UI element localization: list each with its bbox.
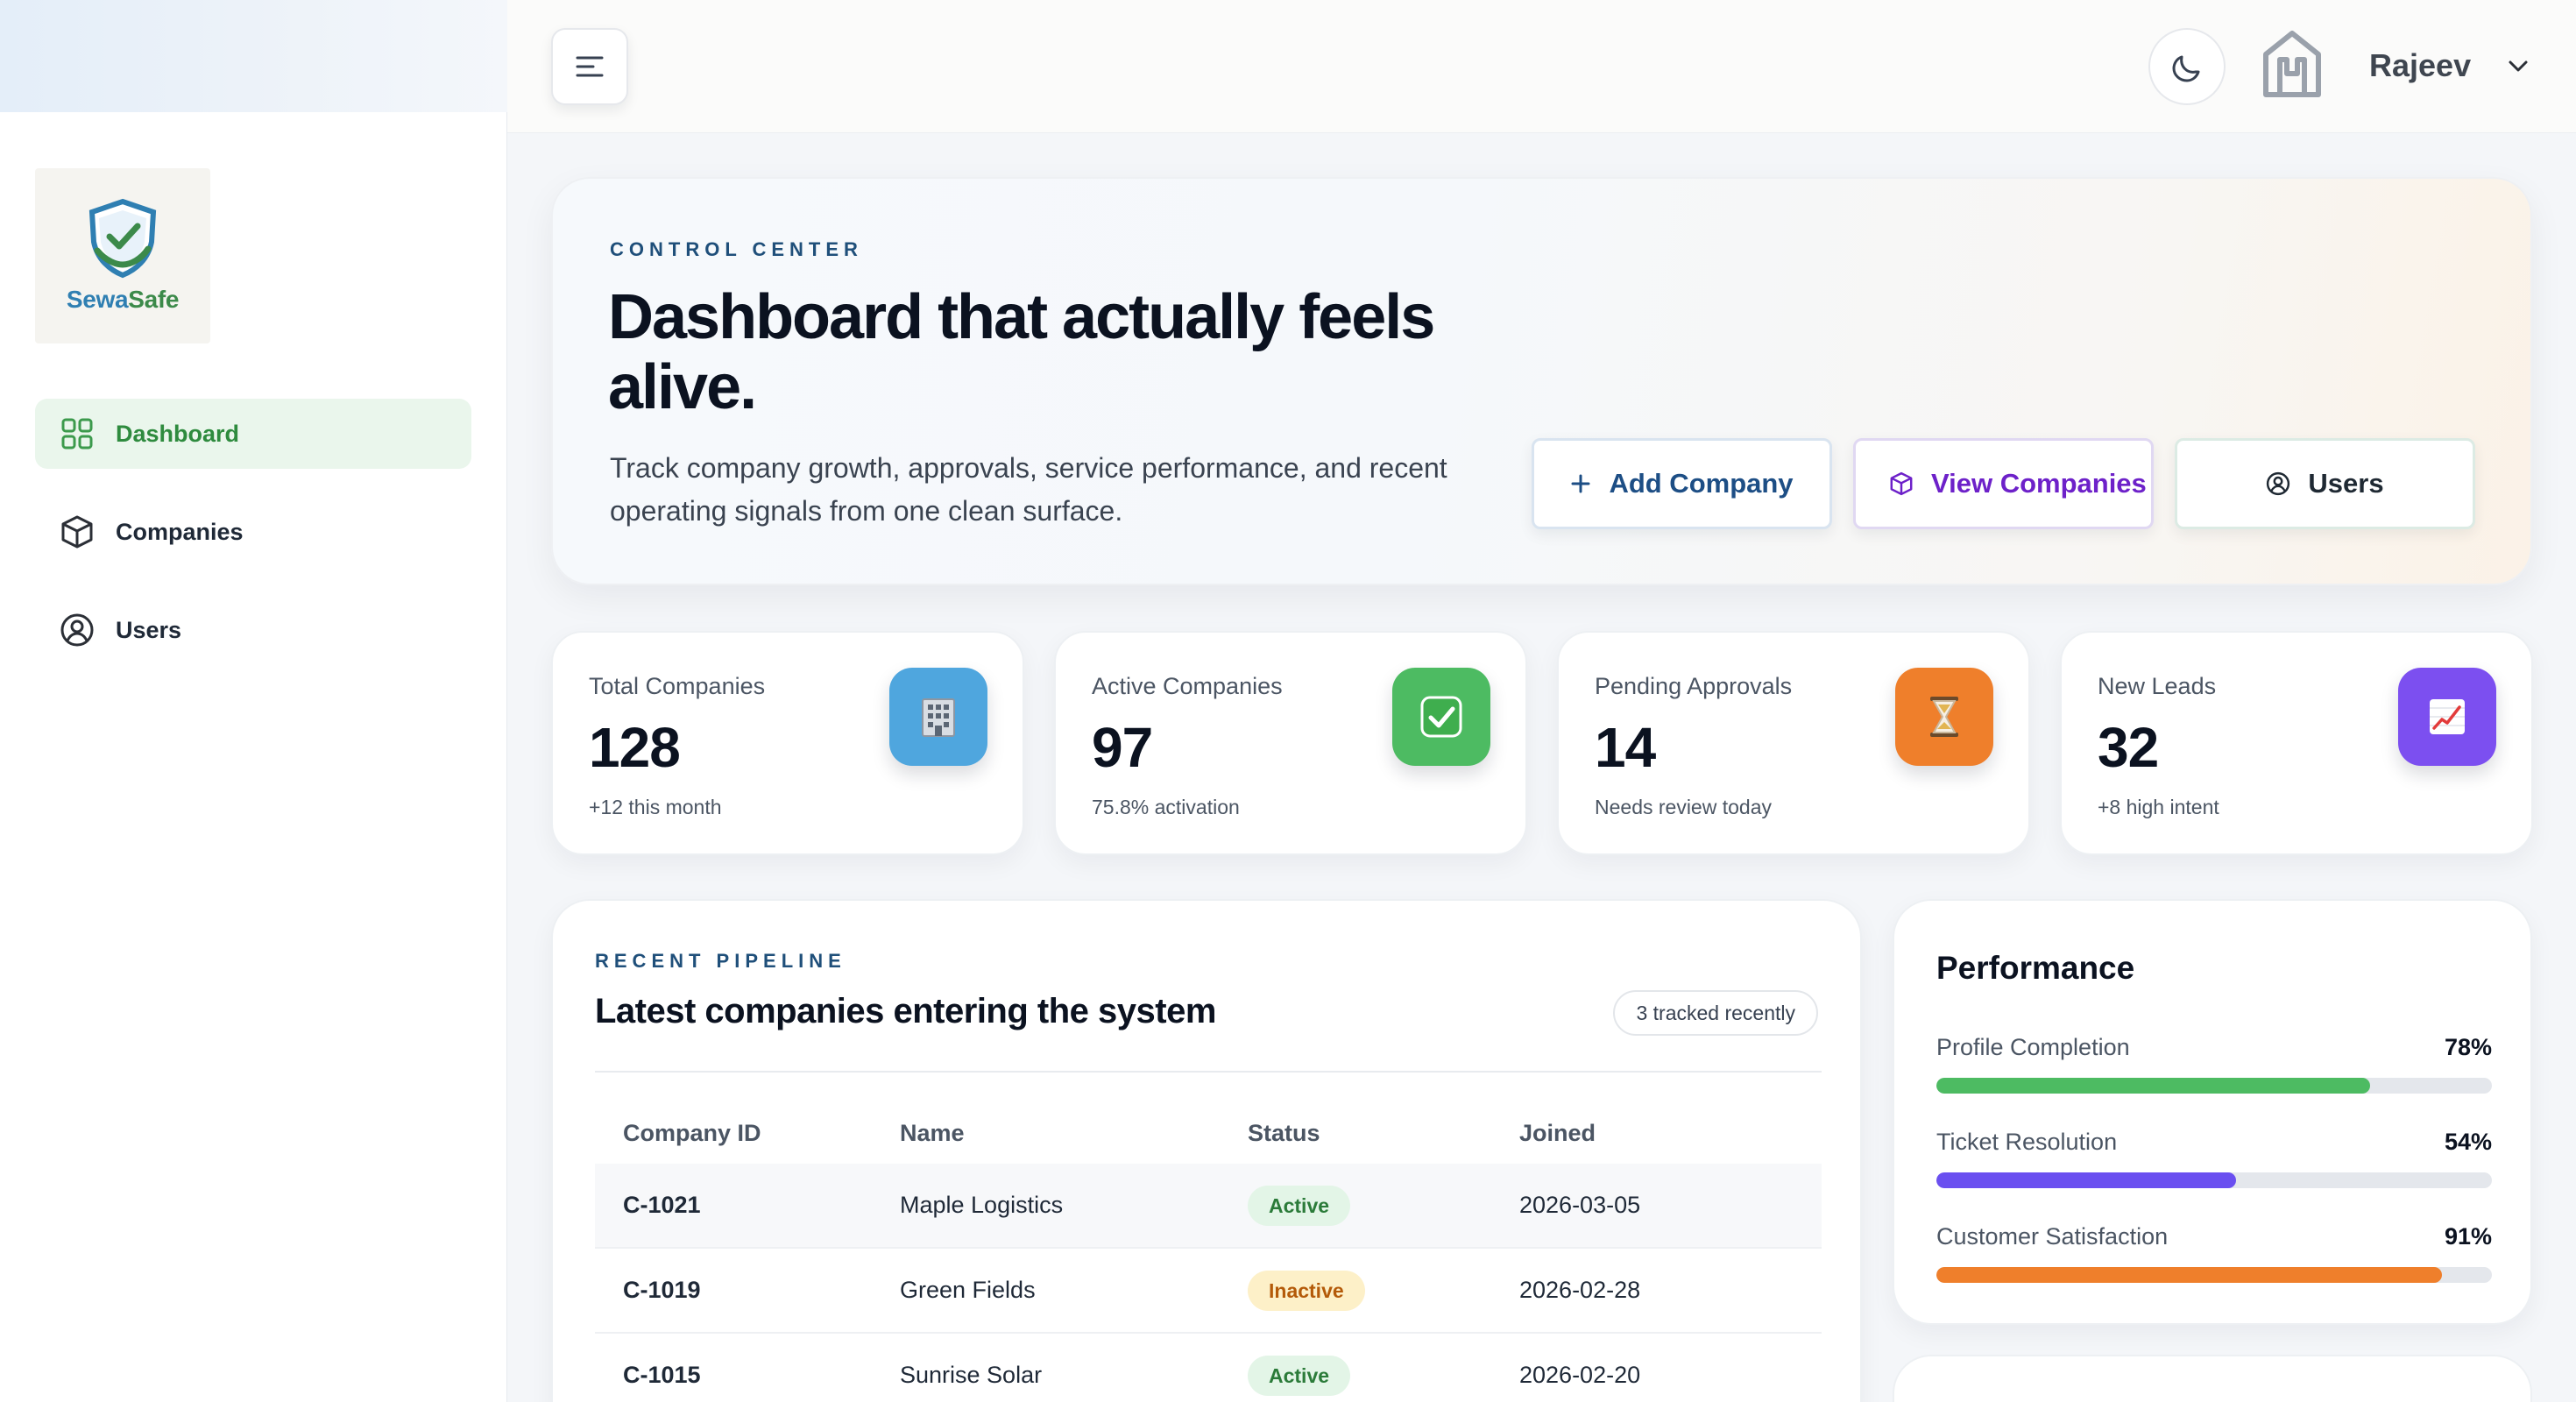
status-badge: Active <box>1248 1355 1351 1396</box>
shield-logo-icon <box>88 198 157 279</box>
sidebar-item-label: Companies <box>116 518 244 545</box>
cell-name: Green Fields <box>900 1277 1036 1303</box>
metric-label: Profile Completion <box>1936 1034 2130 1060</box>
check-icon <box>1392 668 1490 766</box>
building-icon <box>889 668 987 766</box>
chart-up-icon <box>2398 668 2496 766</box>
box-icon <box>1890 471 1913 496</box>
table-row[interactable]: C-1015 Sunrise Solar Active 2026-02-20 <box>595 1334 1822 1402</box>
box-icon <box>60 514 95 549</box>
user-circle-icon <box>60 612 95 648</box>
stat-value: 128 <box>589 716 681 779</box>
stat-card-total-companies: Total Companies 128 +12 this month <box>551 631 1024 855</box>
user-circle-icon <box>2267 471 2290 496</box>
sidebar-item-companies[interactable]: Companies <box>35 497 471 567</box>
column-header-name[interactable]: Name <box>900 1119 965 1146</box>
sidebar-item-dashboard[interactable]: Dashboard <box>35 399 471 469</box>
performance-title: Performance <box>1936 950 2135 986</box>
stat-note: +8 high intent <box>2098 796 2219 818</box>
metric-label: Customer Satisfaction <box>1936 1223 2169 1250</box>
metric-value: 54% <box>2444 1129 2492 1155</box>
cell-status: Active <box>1248 1185 1519 1226</box>
sidebar: SewaSafe Dashboard Companies <box>0 0 507 1402</box>
brand-logo[interactable]: SewaSafe <box>35 168 210 343</box>
brand-name: SewaSafe <box>66 286 180 313</box>
plus-icon <box>1571 474 1590 493</box>
view-companies-button[interactable]: View Companies <box>1853 438 2154 529</box>
stat-card-new-leads: New Leads 32 +8 high intent <box>2060 631 2533 855</box>
theme-toggle-button[interactable] <box>2148 28 2226 105</box>
stat-card-active-companies: Active Companies 97 75.8% activation <box>1054 631 1527 855</box>
hero-card: CONTROL CENTER Dashboard that actually f… <box>551 177 2532 585</box>
cell-company-id: C-1015 <box>623 1362 701 1388</box>
hero-subtitle: Track company growth, approvals, service… <box>610 452 1447 527</box>
cell-joined: 2026-02-20 <box>1519 1362 1641 1388</box>
recent-pipeline-card: RECENT PIPELINE Latest companies enterin… <box>551 899 1862 1402</box>
table-header: Company ID Name Status Joined <box>595 1102 1822 1164</box>
stat-note: 75.8% activation <box>1092 796 1240 818</box>
companies-table: Company ID Name Status Joined C-1021 Map… <box>595 1102 1822 1402</box>
sidebar-item-users[interactable]: Users <box>35 595 471 665</box>
column-header-joined[interactable]: Joined <box>1519 1119 1596 1146</box>
stat-note: +12 this month <box>589 796 722 818</box>
table-row[interactable]: C-1019 Green Fields Inactive 2026-02-28 <box>595 1249 1822 1334</box>
table-row[interactable]: C-1021 Maple Logistics Active 2026-03-05 <box>595 1164 1822 1249</box>
status-badge: Active <box>1248 1185 1351 1226</box>
metric-value: 78% <box>2444 1034 2492 1060</box>
progress-fill <box>1936 1078 2370 1094</box>
menu-icon <box>576 56 604 77</box>
user-menu-name[interactable]: Rajeev <box>2369 47 2472 83</box>
add-company-button[interactable]: Add Company <box>1532 438 1832 529</box>
cell-name: Maple Logistics <box>900 1192 1064 1218</box>
stat-card-pending-approvals: Pending Approvals 14 Needs review today <box>1557 631 2030 855</box>
divider <box>595 1071 1822 1073</box>
cell-joined: 2026-03-05 <box>1519 1192 1641 1218</box>
topbar: Rajeev <box>507 0 2576 133</box>
stat-value: 97 <box>1092 716 1153 779</box>
secondary-card <box>1893 1355 2532 1402</box>
cell-company-id: C-1021 <box>623 1192 701 1218</box>
progress-track <box>1936 1078 2492 1094</box>
hero-eyebrow: CONTROL CENTER <box>610 238 863 260</box>
sidebar-item-label: Users <box>116 616 182 643</box>
hourglass-icon <box>1895 668 1993 766</box>
column-header-company-id[interactable]: Company ID <box>623 1119 761 1146</box>
progress-fill <box>1936 1267 2442 1283</box>
pipeline-title: Latest companies entering the system <box>595 992 1216 1030</box>
progress-fill <box>1936 1172 2237 1188</box>
status-badge: Inactive <box>1248 1270 1365 1311</box>
sidebar-item-label: Dashboard <box>116 420 240 447</box>
performance-card: Performance Profile Completion 78% Ticke… <box>1893 899 2532 1325</box>
cell-status: Inactive <box>1248 1270 1519 1311</box>
menu-toggle-button[interactable] <box>551 28 628 105</box>
stat-label: Total Companies <box>589 673 766 699</box>
sidebar-nav: Dashboard Companies Users <box>35 399 471 693</box>
progress-track <box>1936 1267 2492 1283</box>
stat-note: Needs review today <box>1595 796 1772 818</box>
stat-label: Pending Approvals <box>1595 673 1793 699</box>
avatar-building-icon[interactable] <box>2257 26 2327 100</box>
stat-value: 14 <box>1595 716 1656 779</box>
progress-track <box>1936 1172 2492 1188</box>
metric-value: 91% <box>2444 1223 2492 1250</box>
cell-joined: 2026-02-28 <box>1519 1277 1641 1303</box>
sidebar-header-band <box>0 0 507 112</box>
page-title: Dashboard that actually feels alive. <box>608 282 1435 422</box>
cell-company-id: C-1019 <box>623 1277 701 1303</box>
tracked-count-badge: 3 tracked recently <box>1613 990 1818 1036</box>
pipeline-eyebrow: RECENT PIPELINE <box>595 950 846 972</box>
column-header-status[interactable]: Status <box>1248 1119 1320 1146</box>
users-button[interactable]: Users <box>2175 438 2475 529</box>
stat-value: 32 <box>2098 716 2159 779</box>
metric-label: Ticket Resolution <box>1936 1129 2118 1155</box>
chevron-down-icon[interactable] <box>2502 51 2534 82</box>
grid-icon <box>60 416 95 451</box>
stat-label: Active Companies <box>1092 673 1283 699</box>
cell-name: Sunrise Solar <box>900 1362 1043 1388</box>
stat-label: New Leads <box>2098 673 2217 699</box>
moon-icon <box>2172 55 2200 82</box>
cell-status: Active <box>1248 1355 1519 1396</box>
